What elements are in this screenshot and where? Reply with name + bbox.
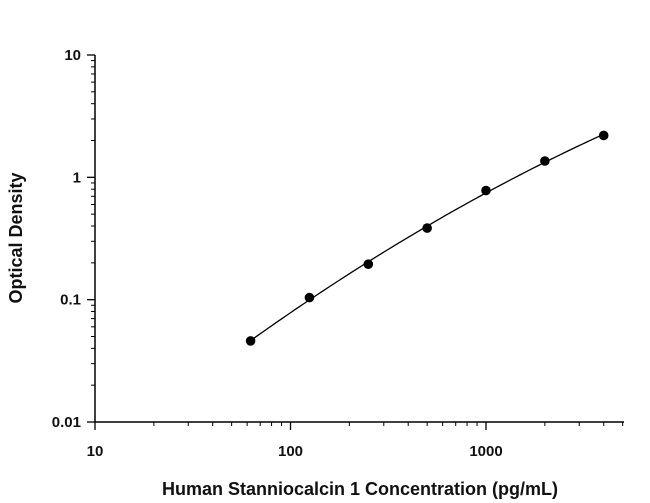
x-tick-label: 1000 — [469, 443, 502, 460]
x-tick-label: 10 — [87, 443, 104, 460]
x-tick-label: 100 — [278, 443, 303, 460]
data-point — [540, 156, 550, 166]
data-point — [363, 259, 374, 269]
x-axis-title: Human Stanniocalcin 1 Concentration (pg/… — [162, 479, 558, 499]
y-axis-title: Optical Density — [6, 172, 26, 303]
plot-area: 0.01 0.1 1 10 10 100 1000 — [52, 47, 624, 460]
fit-curve — [250, 133, 604, 342]
axis-ticks — [87, 54, 624, 430]
data-point — [422, 223, 432, 233]
data-point — [598, 130, 609, 141]
data-point — [245, 336, 256, 346]
y-tick-label: 10 — [64, 47, 81, 64]
y-tick-label: 0.01 — [52, 414, 81, 431]
data-point — [304, 292, 315, 303]
y-tick-label: 0.1 — [60, 292, 81, 309]
tick-labels: 0.01 0.1 1 10 10 100 1000 — [52, 47, 503, 460]
data-point — [481, 185, 491, 196]
y-tick-label: 1 — [73, 169, 81, 186]
data-points — [245, 130, 609, 346]
